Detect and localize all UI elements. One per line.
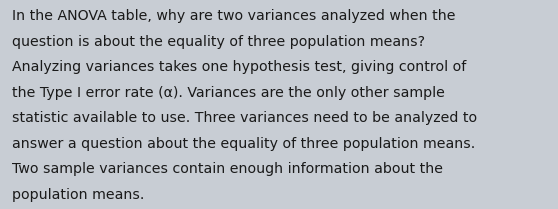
Text: Analyzing variances takes one hypothesis test, giving control of: Analyzing variances takes one hypothesis…: [12, 60, 466, 74]
Text: In the ANOVA table, why are two variances analyzed when the: In the ANOVA table, why are two variance…: [12, 9, 456, 23]
Text: question is about the equality of three population means?: question is about the equality of three …: [12, 35, 425, 49]
Text: Two sample variances contain enough information about the: Two sample variances contain enough info…: [12, 162, 443, 176]
Text: the Type I error rate (α). Variances are the only other sample: the Type I error rate (α). Variances are…: [12, 86, 445, 100]
Text: population means.: population means.: [12, 188, 145, 202]
Text: answer a question about the equality of three population means.: answer a question about the equality of …: [12, 137, 475, 151]
Text: statistic available to use. Three variances need to be analyzed to: statistic available to use. Three varian…: [12, 111, 478, 125]
